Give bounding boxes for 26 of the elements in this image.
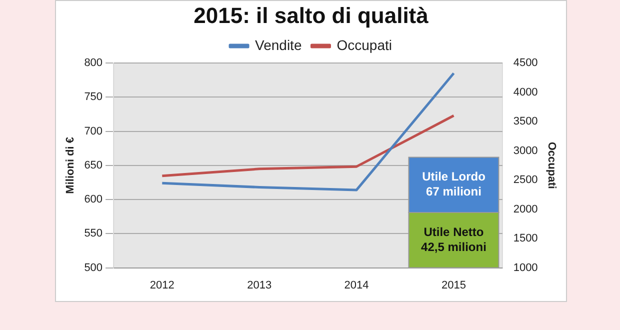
y2-tick-label: 3000 bbox=[513, 144, 538, 157]
y-tick-label: 650 bbox=[84, 159, 103, 172]
legend-label: Vendite bbox=[255, 36, 302, 53]
x-tick-label: 2012 bbox=[150, 279, 174, 292]
y-tick-label: 500 bbox=[84, 262, 103, 274]
y2-tick-label: 2000 bbox=[513, 203, 538, 216]
y-tick-label: 750 bbox=[84, 91, 103, 104]
y2-tick-label: 1500 bbox=[513, 232, 538, 245]
y2-tick-label: 4500 bbox=[513, 57, 538, 70]
y-tick-label: 700 bbox=[84, 125, 103, 138]
y-tick-label: 550 bbox=[84, 228, 103, 240]
y2-tick-label: 4000 bbox=[513, 86, 538, 98]
y2-axis-title: Occupati bbox=[545, 142, 558, 189]
y-tick-label: 600 bbox=[84, 194, 103, 206]
annotation: Utile Netto 42,5 milioni bbox=[421, 224, 486, 254]
x-tick-label: 2015 bbox=[441, 279, 466, 292]
x-tick-label: 2014 bbox=[344, 279, 369, 292]
x-tick-label: 2013 bbox=[247, 279, 272, 292]
y-axis-title: Milioni di € bbox=[64, 136, 77, 194]
legend-label: Occupati bbox=[336, 36, 392, 53]
annotation: Utile Lordo 67 milioni bbox=[422, 170, 486, 199]
chart-title: 2015: il salto di qualità bbox=[192, 3, 430, 29]
y2-tick-label: 3500 bbox=[513, 116, 538, 128]
y-tick-label: 800 bbox=[84, 57, 103, 70]
y2-tick-label: 1000 bbox=[513, 262, 538, 274]
y2-tick-label: 2500 bbox=[513, 174, 538, 186]
